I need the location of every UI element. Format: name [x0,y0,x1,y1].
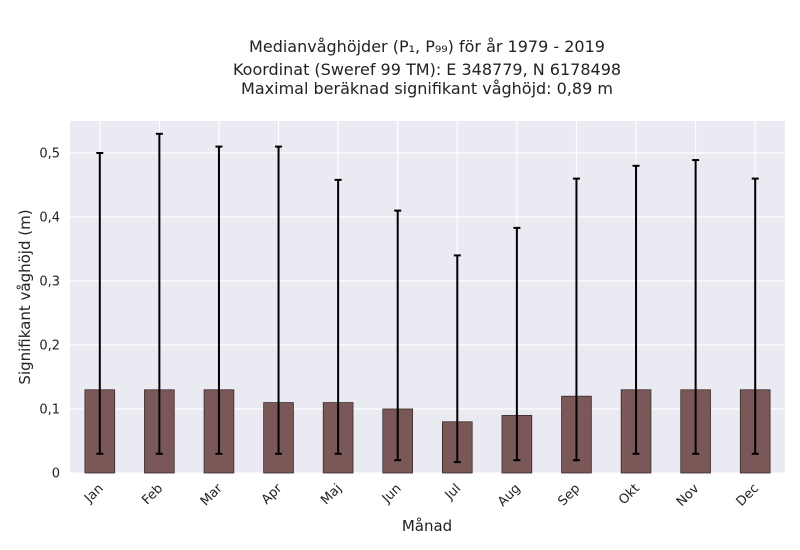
error-bar [632,164,640,455]
x-tick-label: Jul [442,481,464,503]
error-bar [751,177,759,455]
y-tick-label: 0,1 [39,403,60,418]
error-bar [334,178,342,455]
error-bar [96,152,104,455]
error-bar [155,132,163,455]
error-bar [692,159,700,455]
x-tick-label: Nov [674,481,703,510]
error-bar [394,209,402,462]
error-bar [572,177,580,462]
chart-title-line-2: Koordinat (Sweref 99 TM): E 348779, N 61… [233,60,621,79]
x-tick-label: Dec [734,481,762,509]
chart-title-line-1: Medianvåghöjder (P₁, P₉₉) för år 1979 - … [249,37,605,56]
error-bar [215,145,223,455]
chart-title-line-3: Maximal beräknad signifikant våghöjd: 0,… [241,79,613,98]
x-tick-label: Okt [616,481,643,508]
x-tick-label: Jan [81,481,106,506]
y-tick-label: 0,3 [39,275,60,290]
y-tick-label: 0,5 [39,147,60,162]
x-tick-label: Feb [139,481,166,508]
plot-area [70,121,785,473]
y-tick-label: 0,4 [39,211,60,226]
y-tick-label: 0,2 [39,339,60,354]
error-bar [453,254,461,464]
error-bar [275,145,283,455]
x-tick-label: Sep [555,481,583,509]
x-tick-label: Aug [495,481,524,510]
x-tick-layer: Jan Feb Mar Apr Maj Jun Jul Aug Sep Okt Nov Dec [81,481,762,510]
x-tick-label: Apr [259,481,286,508]
y-tick-label: 0 [52,467,60,482]
error-bar [513,226,521,462]
x-tick-label: Mar [198,481,226,509]
x-tick-label: Jun [379,481,405,507]
errorbar-layer [96,132,759,464]
y-tick-layer: 0 0,1 0,2 0,3 0,4 0,5 [39,147,60,482]
x-axis-label: Månad [402,517,452,535]
y-axis-label: Signifikant våghöjd (m) [16,209,34,384]
x-tick-label: Maj [318,481,345,508]
